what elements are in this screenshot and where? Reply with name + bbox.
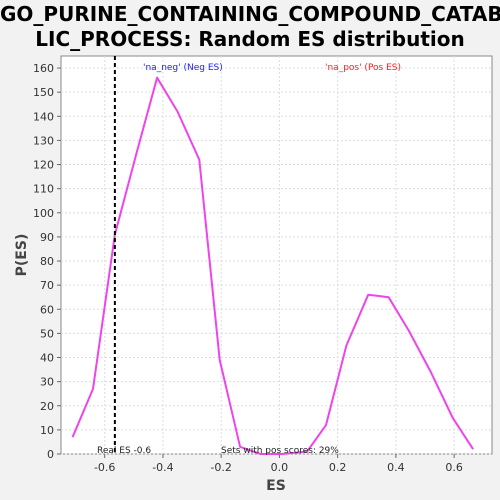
series-layer [71, 76, 474, 455]
axis-ticks: 0 10 20 30 40 50 60 70 80 90 100 110 120 130 140 150 160… [33, 62, 463, 474]
y-tick-label: 60 [40, 303, 54, 316]
series-line [71, 76, 474, 455]
real-es-label: Real ES -0.6 [97, 446, 151, 456]
y-tick-label: 10 [40, 424, 54, 437]
y-tick-label: 160 [33, 62, 54, 75]
x-tick-label: 0.4 [387, 461, 405, 474]
x-tick-label: -0.6 [94, 461, 115, 474]
pos-scores-label: Sets with pos scores: 29% [221, 446, 339, 456]
y-tick-label: 30 [40, 376, 54, 389]
x-tick-label: 0.6 [445, 461, 463, 474]
x-tick-label: -0.4 [152, 461, 173, 474]
chart-title: GO_PURINE_CONTAINING_COMPOUND_CATABO LIC… [0, 2, 500, 52]
x-tick-label: 0.0 [271, 461, 289, 474]
y-tick-label: 100 [33, 207, 54, 220]
chart-title-line-1: GO_PURINE_CONTAINING_COMPOUND_CATABO [0, 2, 500, 26]
chart-title-line-2: LIC_PROCESS: Random ES distribution [35, 27, 465, 51]
y-tick-label: 50 [40, 327, 54, 340]
y-tick-label: 110 [33, 183, 54, 196]
plot-area-background [60, 55, 493, 455]
y-tick-label: 40 [40, 352, 54, 365]
y-tick-label: 90 [40, 231, 54, 244]
y-tick-label: 0 [47, 448, 54, 461]
y-tick-label: 130 [33, 134, 54, 147]
y-tick-label: 150 [33, 86, 54, 99]
x-tick-label: -0.2 [210, 461, 231, 474]
y-tick-label: 140 [33, 110, 54, 123]
y-tick-label: 20 [40, 400, 54, 413]
x-axis-title: ES [266, 478, 286, 494]
y-axis-title: P(ES) [14, 234, 30, 277]
y-tick-label: 120 [33, 159, 54, 172]
y-tick-label: 70 [40, 279, 54, 292]
legend-neg-label: 'na_neg' (Neg ES) [143, 63, 223, 73]
legend-pos-label: 'na_pos' (Pos ES) [325, 63, 401, 73]
y-tick-label: 80 [40, 255, 54, 268]
x-tick-label: 0.2 [329, 461, 347, 474]
